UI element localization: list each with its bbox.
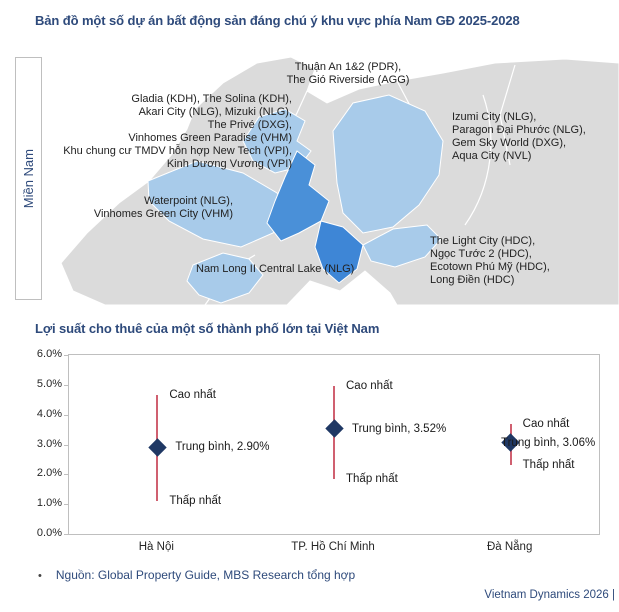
mean-marker [324,419,344,439]
map-label-line: The Privé (DXG), [207,119,292,131]
map-label-line: Nam Long II Central Lake (NLG) [196,263,355,275]
map-label-line: Ngọc Tước 2 (HDC), [430,248,532,260]
region-label: Miền Nam [21,148,36,209]
label-mean: Trung bình, 3.06% [501,436,596,449]
map-label-line: Gladia (KDH), The Solina (KDH), [131,93,292,105]
label-low: Thấp nhất [169,495,222,508]
province-long-an [147,160,292,248]
y-axis-tick-mark [64,444,68,446]
label-low: Thấp nhất [346,472,398,485]
map-label-line: Long Điền (HDC) [430,274,515,286]
source-text: Nguồn: Global Property Guide, MBS Resear… [55,568,356,582]
map-label-thuan-an: Thuận An 1&2 (PDR), The Gió Riverside (A… [248,61,448,87]
y-axis-tick-label: 6.0% [36,348,62,360]
y-axis-tick-mark [64,504,68,506]
label-mean: Trung bình, 2.90% [175,441,270,454]
map-title: Bản đồ một số dự án bất động sản đáng ch… [35,13,520,28]
map-label-west-hcm: Gladia (KDH), The Solina (KDH), Akari Ci… [40,93,292,171]
x-axis: Hà Nội TP. Hồ Chí Minh Đà Nẵng [68,541,598,557]
y-axis-tick-label: 1.0% [36,497,62,510]
map-label-line: Paragon Đại Phước (NLG), [452,124,586,136]
y-axis-tick-label: 0.0% [36,527,62,539]
bullet: • [38,570,42,582]
south-vietnam-map [60,56,619,305]
map-label-line: Kinh Dương Vương (VPI) [166,158,292,170]
map-label-line: Aqua City (NVL) [452,150,532,162]
y-axis-tick-label: 2.0% [36,467,62,480]
province-dong-nai [332,94,444,234]
province-hcmc [266,150,330,242]
map-label-line: Khu chung cư TMDV hỗn hợp New Tech (VPI)… [63,145,292,157]
label-mean: Trung bình, 3.52% [352,422,447,435]
map-label-dong-nai: Izumi City (NLG), Paragon Đại Phước (NLG… [452,111,586,163]
map-label-line: The Gió Riverside (AGG) [286,74,410,86]
map-label-line: Vinhomes Green Paradise (VHM) [128,132,292,144]
province-can-gio [314,220,364,284]
y-axis-tick-mark [64,414,68,416]
map-label-line: Gem Sky World (DXG), [452,137,567,149]
y-axis: 6.0% 5.0% 4.0% 3.0% 2.0% 1.0% 0.0% [0,348,62,539]
map-label-line: Ecotown Phú Mỹ (HDC), [430,261,550,273]
map-section: Miền Nam Thuận An 1&2 (PDR) [0,55,619,305]
label-high: Cao nhất [346,380,393,393]
map-label-long-an: Waterpoint (NLG), Vinhomes Green City (V… [45,195,233,221]
map-label-nam-long: Nam Long II Central Lake (NLG) [196,263,354,276]
chart-title: Lợi suất cho thuê của một số thành phố l… [35,321,380,336]
map-label-line: The Light City (HDC), [430,235,536,247]
y-axis-tick-mark [64,474,68,476]
mean-marker [148,438,167,457]
plot-area: Cao nhất Trung bình, 2.90% Thấp nhất Cao nh… [64,354,600,535]
rental-yield-chart: 6.0% 5.0% 4.0% 3.0% 2.0% 1.0% 0.0% Cao nhất Tru… [0,347,619,559]
province-vung-tau [362,224,442,268]
region-label-box: Miền Nam [15,57,42,300]
brand-footer: Vietnam Dynamics 2026 | [484,589,615,601]
map-label-line: Vinhomes Green City (VHM) [93,208,233,220]
map-label-vung-tau: The Light City (HDC), Ngọc Tước 2 (HDC),… [430,235,550,287]
map-label-line: Izumi City (NLG), [452,111,537,123]
label-low: Thấp nhất [522,459,575,472]
x-axis-category-label: Đà Nẵng [486,541,533,553]
y-axis-tick-label: 5.0% [36,377,62,390]
map-label-line: Waterpoint (NLG), [144,195,233,207]
source-note: • Nguồn: Global Property Guide, MBS Resea… [38,568,355,582]
province-nam-long [186,252,264,304]
y-axis-tick-mark [64,534,68,535]
x-axis-category-label: Hà Nội [138,541,174,553]
map-label-line: Thuận An 1&2 (PDR), [294,61,402,73]
x-axis-category-label: TP. Hồ Chí Minh [291,541,375,553]
y-axis-tick-label: 4.0% [36,407,62,420]
y-axis-tick-mark [64,384,68,386]
label-high: Cao nhất [522,417,570,430]
y-axis-tick-mark [64,355,68,356]
y-axis-tick-label: 3.0% [36,437,62,450]
map-label-line: Akari City (NLG), Mizuki (NLG), [138,106,292,118]
label-high: Cao nhất [169,389,217,402]
